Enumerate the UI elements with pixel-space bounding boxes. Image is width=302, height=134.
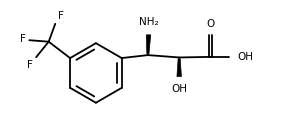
Text: OH: OH [237,52,253,62]
Polygon shape [177,59,182,77]
Text: OH: OH [171,84,187,94]
Polygon shape [146,35,151,54]
Text: NH₂: NH₂ [139,17,158,27]
Text: F: F [27,59,33,70]
Text: O: O [206,19,214,29]
Text: F: F [20,34,26,44]
Text: F: F [58,11,64,21]
